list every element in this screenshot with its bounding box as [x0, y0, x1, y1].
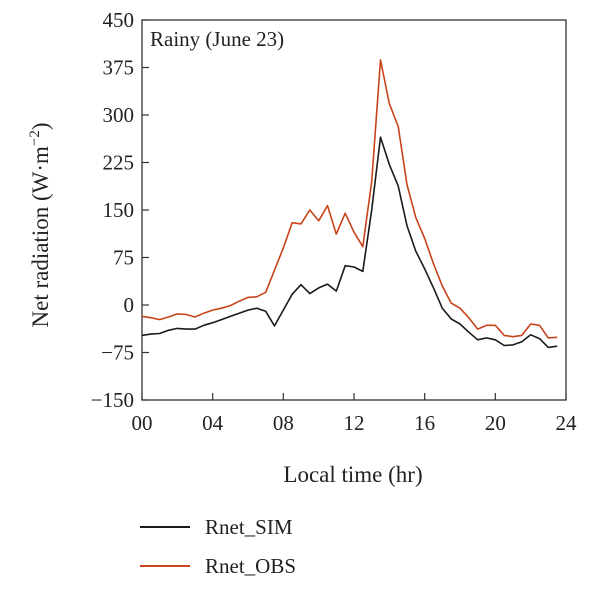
series-layer [141, 59, 558, 349]
plot-area [141, 19, 567, 401]
y-tick-label: 375 [103, 56, 135, 80]
legend-label-obs: Rnet_OBS [205, 554, 296, 578]
y-tick-label: 450 [103, 8, 135, 32]
series-line-rnet-sim [141, 136, 558, 349]
y-tick-label: 300 [103, 103, 135, 127]
y-axis-title-superscript: −2 [27, 130, 43, 146]
y-axis-title-main: Net radiation (W·m [28, 146, 53, 327]
y-axis-title: Net radiation (W·m−2) [27, 122, 53, 327]
y-tick-label: −75 [101, 341, 134, 365]
legend-label-sim: Rnet_SIM [205, 515, 293, 539]
y-tick-label: 75 [113, 246, 134, 270]
y-tick-label: 225 [103, 151, 135, 175]
series-line-rnet-obs [141, 59, 558, 339]
plot-border [141, 19, 567, 401]
chart-annotation: Rainy (June 23) [150, 27, 284, 51]
x-tick-label: 00 [132, 411, 153, 435]
x-axis: 00 04 08 12 16 20 24 [132, 393, 578, 435]
x-tick-label: 16 [414, 411, 435, 435]
x-tick-label: 12 [344, 411, 365, 435]
x-tick-label: 04 [202, 411, 224, 435]
x-tick-label: 24 [556, 411, 578, 435]
y-axis-title-close: ) [28, 122, 53, 130]
x-tick-label: 08 [273, 411, 294, 435]
y-tick-label: −150 [91, 388, 134, 412]
y-tick-label: 150 [103, 198, 135, 222]
x-tick-label: 20 [485, 411, 506, 435]
y-axis: 450 375 300 225 150 75 0 −75 −150 [91, 8, 149, 412]
y-tick-label: 0 [124, 293, 135, 317]
legend: Rnet_SIM Rnet_OBS [140, 515, 296, 578]
x-axis-title: Local time (hr) [283, 462, 422, 487]
